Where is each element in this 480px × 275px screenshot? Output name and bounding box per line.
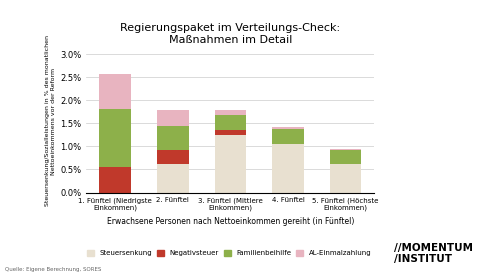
Bar (215, 115, 246, 130)
Bar (330, 164, 361, 192)
X-axis label: Erwachsene Personen nach Nettoeinkommen gereiht (in Fünftel): Erwachsene Personen nach Nettoeinkommen … (107, 217, 354, 226)
Bar (157, 164, 189, 192)
Bar (157, 110, 189, 126)
Bar (99, 109, 131, 167)
Bar (215, 130, 246, 135)
Y-axis label: Steuersenkung/Sozialleistungen in % des monatlichen
Nettoeinkommens vor der Refo: Steuersenkung/Sozialleistungen in % des … (45, 35, 56, 207)
Bar (330, 149, 361, 150)
Legend: Steuersenkung, Negativsteuer, Familienbeihilfe, AL-Einmalzahlung: Steuersenkung, Negativsteuer, Familienbe… (87, 250, 371, 256)
Bar (272, 127, 304, 129)
Bar (157, 126, 189, 150)
Text: //MOMENTUM
/INSTITUT: //MOMENTUM /INSTITUT (394, 243, 473, 264)
Bar (99, 74, 131, 109)
Title: Regierungspaket im Verteilungs-Check:
Maßnahmen im Detail: Regierungspaket im Verteilungs-Check: Ma… (120, 23, 340, 45)
Bar (330, 150, 361, 164)
Bar (215, 135, 246, 192)
Text: Quelle: Eigene Berechnung, SORES: Quelle: Eigene Berechnung, SORES (5, 267, 101, 272)
Bar (272, 129, 304, 144)
Bar (215, 110, 246, 115)
Bar (99, 167, 131, 192)
Bar (272, 144, 304, 192)
Bar (157, 150, 189, 164)
